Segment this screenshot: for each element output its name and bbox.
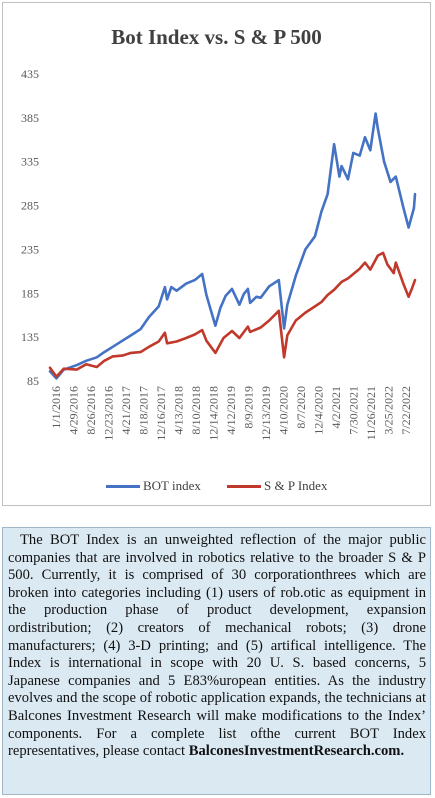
y-tick-label: 85 [27,374,39,388]
x-tick-label: 4/13/2018 [172,386,186,435]
legend-item-sp: S & P Index [227,478,327,494]
legend-label-bot: BOT index [143,478,201,493]
x-tick-label: 8/10/2018 [189,386,203,435]
x-tick-label: 11/26/2021 [364,386,378,440]
x-tick-label: 8/7/2020 [294,386,308,429]
x-tick-label: 3/25/2022 [382,386,396,435]
y-tick-label: 185 [21,286,39,300]
chart-title: Bot Index vs. S & P 500 [111,25,322,49]
y-tick-label: 235 [21,242,39,256]
legend-label-sp: S & P Index [264,478,328,493]
x-tick-label: 1/1/2016 [49,386,63,429]
x-tick-label: 4/12/2019 [224,386,238,435]
y-tick-label: 285 [21,199,39,213]
description-paragraph: The BOT Index is an unweighted reflectio… [8,532,426,760]
x-tick-label: 4/21/2017 [119,386,133,435]
legend-item-bot: BOT index [106,478,201,494]
contact-link[interactable]: BalconesInvestmentResearch.com. [188,743,405,760]
x-tick-label: 12/4/2020 [312,386,326,435]
chart-legend: BOT index S & P Index [3,478,430,498]
series-line-sp-index [48,251,417,378]
chart-frame: Bot Index vs. S & P 500 85 135 185 235 285 33… [2,2,431,506]
series-layer [48,112,417,380]
x-tick-label: 12/14/2018 [207,386,221,441]
legend-swatch-sp [227,484,261,488]
y-tick-label: 135 [21,330,39,344]
legend-swatch-bot [106,484,140,488]
y-tick-label: 335 [21,155,39,169]
x-tick-label: 7/30/2021 [347,386,361,435]
line-chart: 85 135 185 235 285 335 385 435 1/1/2016 4/29/201… [21,67,417,441]
y-axis-ticks: 85 135 185 235 285 335 385 435 [21,67,39,388]
description-panel: The BOT Index is an unweighted reflectio… [2,527,431,795]
x-tick-label: 4/2/2021 [329,386,343,429]
x-tick-label: 4/10/2020 [277,386,291,435]
series-line-bot-index [48,112,417,380]
x-tick-label: 8/18/2017 [137,386,151,435]
x-axis-ticks: 1/1/2016 4/29/2016 8/26/2016 12/23/2016 4/21… [49,386,413,441]
y-tick-label: 385 [21,111,39,125]
x-tick-label: 8/26/2016 [84,386,98,435]
y-tick-label: 435 [21,67,39,81]
x-tick-label: 12/13/2019 [259,386,273,441]
x-tick-label: 4/29/2016 [67,386,81,435]
x-tick-label: 8/9/2019 [242,386,256,429]
x-tick-label: 12/23/2016 [102,386,116,441]
description-text: The BOT Index is an unweighted reflectio… [3,528,430,761]
x-tick-label: 12/16/2017 [154,386,168,441]
x-tick-label: 7/22/2022 [399,386,413,435]
